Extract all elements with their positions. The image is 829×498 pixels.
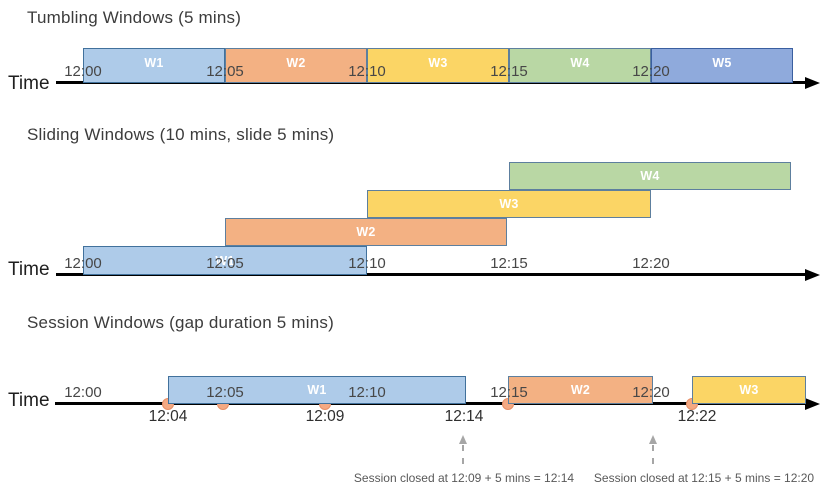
tick-label-session-1220: 12:20 bbox=[632, 384, 670, 401]
window-bar-label: W2 bbox=[356, 225, 376, 239]
window-bar-session-w1: W1 bbox=[168, 376, 466, 404]
window-bar-label: W5 bbox=[712, 56, 732, 70]
window-bar-label: W2 bbox=[286, 56, 306, 70]
window-bar-sliding-w4: W4 bbox=[509, 162, 791, 190]
callout-arrowhead-0 bbox=[458, 435, 467, 444]
callout-dashed-line-1 bbox=[652, 445, 654, 464]
tick-label-sliding-1210: 12:10 bbox=[348, 255, 386, 272]
event-time-label-1222: 12:22 bbox=[677, 408, 717, 425]
event-time-label-1209: 12:09 bbox=[305, 408, 345, 425]
window-bar-label: W1 bbox=[144, 56, 164, 70]
window-bar-session-w3: W3 bbox=[692, 376, 806, 404]
time-axis-arrowhead-session bbox=[805, 397, 820, 410]
section-title-tumbling: Tumbling Windows (5 mins) bbox=[27, 8, 242, 27]
callout-arrowhead-1 bbox=[648, 435, 657, 444]
section-title-sliding: Sliding Windows (10 mins, slide 5 mins) bbox=[27, 125, 335, 144]
window-bar-tumbling-w3: W3 bbox=[367, 48, 509, 83]
callout-dashed-line-0 bbox=[462, 445, 464, 464]
window-bar-label: W4 bbox=[640, 169, 660, 183]
tick-label-tumbling-1210: 12:10 bbox=[348, 63, 386, 80]
tick-label-tumbling-1215: 12:15 bbox=[490, 63, 528, 80]
section-title-session: Session Windows (gap duration 5 mins) bbox=[27, 313, 334, 332]
event-time-label-1204: 12:04 bbox=[148, 408, 188, 425]
time-axis-label-session: Time bbox=[8, 390, 50, 411]
window-bar-sliding-w3: W3 bbox=[367, 190, 651, 218]
window-bar-label: W1 bbox=[307, 383, 327, 397]
window-bar-label: W3 bbox=[499, 197, 519, 211]
time-axis-label-tumbling: Time bbox=[8, 73, 50, 94]
window-bar-label: W3 bbox=[428, 56, 448, 70]
window-bar-label: W4 bbox=[570, 56, 590, 70]
time-axis-arrowhead-tumbling bbox=[805, 76, 820, 89]
tick-label-tumbling-1220: 12:20 bbox=[632, 63, 670, 80]
tick-label-tumbling-1200: 12:00 bbox=[64, 63, 102, 80]
window-bar-session-w2: W2 bbox=[508, 376, 653, 404]
window-bar-tumbling-w2: W2 bbox=[225, 48, 367, 83]
tick-label-session-1200: 12:00 bbox=[64, 384, 102, 401]
event-time-label-1214: 12:14 bbox=[444, 408, 484, 425]
tick-label-session-1205: 12:05 bbox=[206, 384, 244, 401]
tick-label-session-1215: 12:15 bbox=[490, 384, 528, 401]
tick-label-sliding-1200: 12:00 bbox=[64, 255, 102, 272]
callout-annotation-1: Session closed at 12:15 + 5 mins = 12:20 bbox=[593, 471, 815, 485]
window-bar-tumbling-w5: W5 bbox=[651, 48, 793, 83]
window-bar-tumbling-w1: W1 bbox=[83, 48, 225, 83]
tick-label-sliding-1215: 12:15 bbox=[490, 255, 528, 272]
window-bar-sliding-w1: W1 bbox=[83, 246, 367, 275]
window-bar-label: W2 bbox=[570, 383, 591, 397]
window-bar-tumbling-w4: W4 bbox=[509, 48, 651, 83]
window-bar-label: W1 bbox=[215, 253, 235, 268]
time-axis-label-sliding: Time bbox=[8, 259, 50, 280]
callout-annotation-0: Session closed at 12:09 + 5 mins = 12:14 bbox=[353, 471, 575, 485]
tick-label-sliding-1205: 12:05 bbox=[206, 255, 244, 272]
window-bar-label: W3 bbox=[739, 383, 759, 397]
tick-label-session-1210: 12:10 bbox=[348, 384, 386, 401]
window-bar-sliding-w2: W2 bbox=[225, 218, 507, 246]
time-axis-arrowhead-sliding bbox=[805, 268, 820, 281]
tick-label-tumbling-1205: 12:05 bbox=[206, 63, 244, 80]
time-axis-sliding bbox=[56, 273, 806, 276]
tick-label-sliding-1220: 12:20 bbox=[632, 255, 670, 272]
